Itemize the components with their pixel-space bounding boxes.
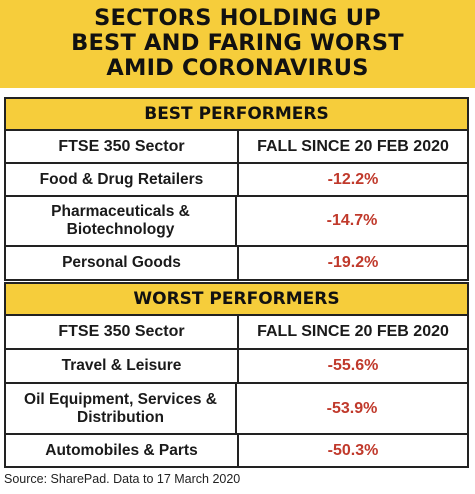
table-row: Pharmaceuticals & Biotechnology -14.7% xyxy=(6,197,467,247)
title-line-2: BEST AND FARING WORST xyxy=(71,30,404,56)
fall-value: -14.7% xyxy=(326,212,378,229)
best-performers-table: BEST PERFORMERS FTSE 350 Sector FALL SIN… xyxy=(4,97,469,281)
fall-value: -19.2% xyxy=(327,254,379,271)
best-col-fall: FALL SINCE 20 FEB 2020 xyxy=(257,137,449,155)
worst-col-fall: FALL SINCE 20 FEB 2020 xyxy=(257,323,449,340)
title-line-1: SECTORS HOLDING UP xyxy=(94,5,381,31)
table-row: Automobiles & Parts -50.3% xyxy=(6,435,467,466)
worst-performers-heading: WORST PERFORMERS xyxy=(6,284,467,316)
sector-name: Food & Drug Retailers xyxy=(6,164,239,195)
sector-name: Pharmaceuticals & Biotechnology xyxy=(6,197,237,245)
fall-value: -50.3% xyxy=(327,441,379,459)
worst-header-row: FTSE 350 Sector FALL SINCE 20 FEB 2020 xyxy=(6,316,467,350)
fall-value: -53.9% xyxy=(326,399,378,417)
title-banner: SECTORS HOLDING UP BEST AND FARING WORST… xyxy=(0,0,475,88)
table-row: Personal Goods -19.2% xyxy=(6,247,467,279)
best-performers-heading: BEST PERFORMERS xyxy=(6,99,467,131)
title-line-3: AMID CORONAVIRUS xyxy=(106,55,369,81)
worst-col-sector: FTSE 350 Sector xyxy=(6,316,239,348)
sector-name: Travel & Leisure xyxy=(6,350,239,382)
sector-name: Oil Equipment, Services & Distribution xyxy=(6,384,237,433)
best-col-sector: FTSE 350 Sector xyxy=(6,131,239,162)
table-row: Oil Equipment, Services & Distribution -… xyxy=(6,384,467,435)
table-row: Food & Drug Retailers -12.2% xyxy=(6,164,467,197)
fall-value: -12.2% xyxy=(327,170,379,188)
source-note: Source: SharePad. Data to 17 March 2020 xyxy=(4,472,241,486)
table-row: Travel & Leisure -55.6% xyxy=(6,350,467,384)
fall-value: -55.6% xyxy=(327,357,379,374)
worst-performers-table: WORST PERFORMERS FTSE 350 Sector FALL SI… xyxy=(4,282,469,468)
best-header-row: FTSE 350 Sector FALL SINCE 20 FEB 2020 xyxy=(6,131,467,164)
sector-name: Personal Goods xyxy=(6,247,239,279)
sector-name: Automobiles & Parts xyxy=(6,435,239,466)
